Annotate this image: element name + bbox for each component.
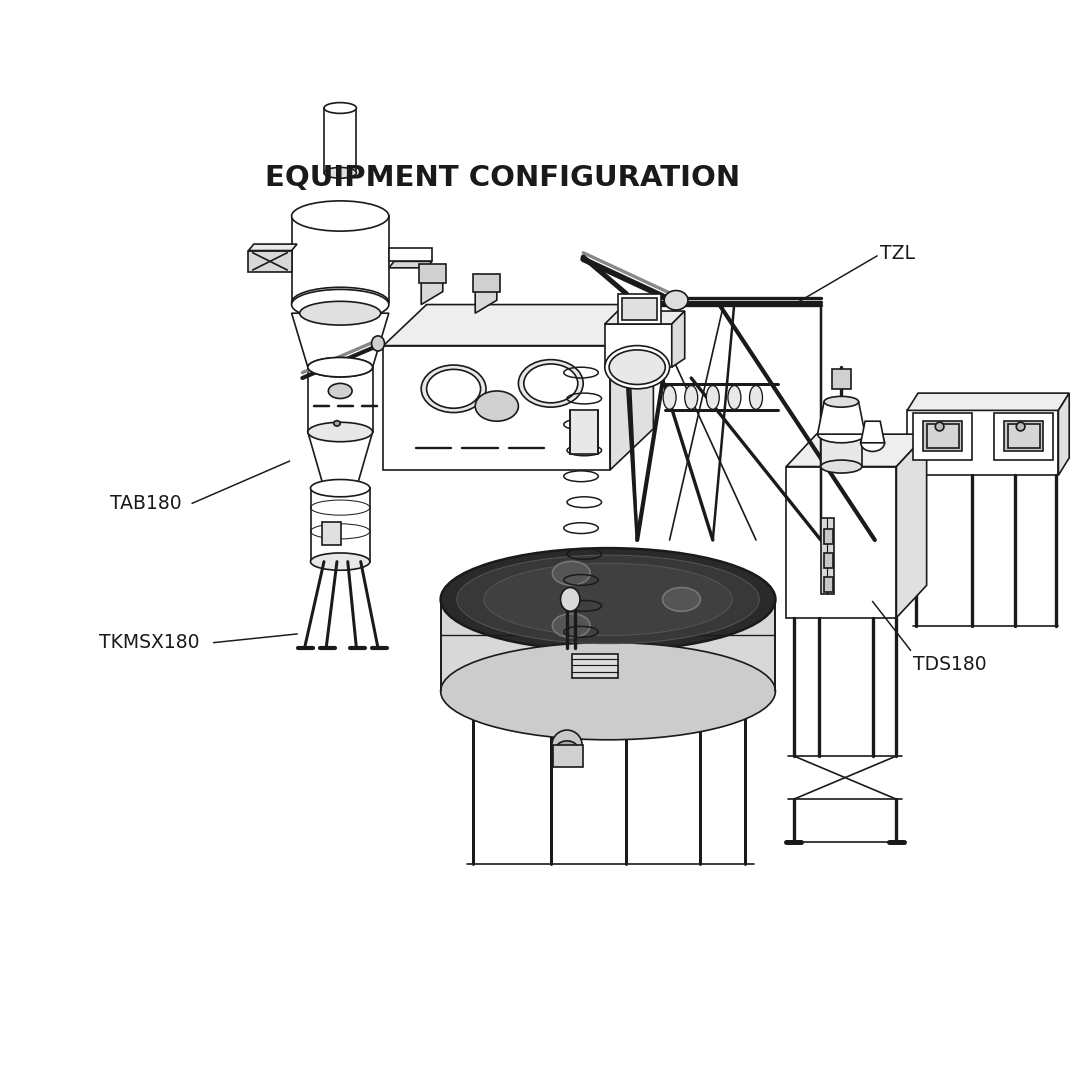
Bar bbox=[824, 553, 833, 568]
Ellipse shape bbox=[555, 741, 579, 760]
Ellipse shape bbox=[484, 564, 732, 635]
Ellipse shape bbox=[561, 588, 580, 611]
Polygon shape bbox=[248, 251, 292, 272]
Ellipse shape bbox=[441, 643, 775, 740]
Ellipse shape bbox=[552, 730, 582, 760]
Ellipse shape bbox=[821, 428, 862, 441]
Bar bbox=[821, 518, 834, 594]
Ellipse shape bbox=[824, 396, 859, 407]
Ellipse shape bbox=[706, 386, 719, 409]
Ellipse shape bbox=[818, 426, 865, 443]
Polygon shape bbox=[896, 434, 927, 618]
Ellipse shape bbox=[663, 386, 676, 409]
Ellipse shape bbox=[324, 483, 356, 494]
Ellipse shape bbox=[750, 386, 762, 409]
Ellipse shape bbox=[552, 562, 590, 585]
Ellipse shape bbox=[427, 369, 481, 408]
Polygon shape bbox=[907, 410, 1058, 475]
Ellipse shape bbox=[664, 291, 688, 310]
Ellipse shape bbox=[605, 346, 670, 389]
Polygon shape bbox=[610, 305, 653, 470]
Polygon shape bbox=[421, 270, 443, 305]
Ellipse shape bbox=[821, 460, 862, 473]
Polygon shape bbox=[605, 311, 685, 324]
Bar bbox=[324, 108, 356, 173]
Polygon shape bbox=[383, 305, 653, 346]
Ellipse shape bbox=[311, 480, 369, 497]
Ellipse shape bbox=[324, 167, 356, 178]
Bar bbox=[927, 424, 959, 448]
Bar bbox=[292, 216, 389, 302]
Bar bbox=[1008, 424, 1040, 448]
Bar bbox=[622, 298, 657, 320]
Ellipse shape bbox=[475, 391, 518, 421]
Text: TAB180: TAB180 bbox=[110, 494, 181, 513]
Ellipse shape bbox=[328, 383, 352, 399]
Bar bbox=[832, 369, 851, 389]
Polygon shape bbox=[389, 248, 432, 261]
Ellipse shape bbox=[300, 301, 380, 325]
Ellipse shape bbox=[609, 350, 665, 384]
Ellipse shape bbox=[334, 420, 340, 427]
Bar bbox=[419, 264, 446, 283]
Polygon shape bbox=[248, 244, 297, 251]
Ellipse shape bbox=[324, 103, 356, 113]
Ellipse shape bbox=[552, 613, 590, 637]
Bar bbox=[322, 522, 341, 545]
Bar bbox=[570, 410, 598, 454]
Ellipse shape bbox=[308, 357, 373, 377]
Polygon shape bbox=[308, 432, 373, 488]
Ellipse shape bbox=[292, 201, 389, 231]
Bar bbox=[618, 294, 661, 324]
Ellipse shape bbox=[372, 336, 384, 351]
Polygon shape bbox=[389, 261, 432, 268]
Ellipse shape bbox=[311, 553, 369, 570]
Bar bbox=[473, 274, 500, 292]
Bar bbox=[1004, 421, 1043, 451]
Ellipse shape bbox=[308, 422, 373, 442]
Ellipse shape bbox=[861, 434, 885, 451]
Ellipse shape bbox=[662, 588, 700, 611]
Bar bbox=[824, 577, 833, 592]
Bar bbox=[311, 488, 370, 562]
Bar bbox=[308, 367, 373, 432]
Text: TZL: TZL bbox=[880, 244, 915, 264]
Ellipse shape bbox=[524, 364, 578, 403]
Text: TKMSX180: TKMSX180 bbox=[99, 633, 200, 652]
Ellipse shape bbox=[292, 289, 389, 320]
Polygon shape bbox=[786, 434, 927, 467]
Polygon shape bbox=[861, 421, 885, 443]
Polygon shape bbox=[441, 605, 775, 691]
Text: EQUIPMENT CONFIGURATION: EQUIPMENT CONFIGURATION bbox=[265, 164, 740, 192]
Bar bbox=[572, 654, 618, 678]
Ellipse shape bbox=[685, 386, 698, 409]
Polygon shape bbox=[672, 311, 685, 367]
Ellipse shape bbox=[308, 357, 373, 377]
Polygon shape bbox=[1058, 393, 1069, 475]
Text: TDS180: TDS180 bbox=[913, 654, 986, 674]
Bar bbox=[923, 421, 962, 451]
Polygon shape bbox=[383, 346, 610, 470]
Polygon shape bbox=[605, 324, 672, 367]
Bar bbox=[824, 529, 833, 544]
Polygon shape bbox=[913, 413, 972, 460]
Ellipse shape bbox=[292, 287, 389, 318]
Ellipse shape bbox=[518, 360, 583, 407]
Ellipse shape bbox=[728, 386, 741, 409]
Ellipse shape bbox=[935, 422, 944, 431]
Ellipse shape bbox=[1016, 422, 1025, 431]
Ellipse shape bbox=[441, 549, 775, 650]
Polygon shape bbox=[786, 467, 896, 618]
Polygon shape bbox=[907, 393, 1069, 410]
Polygon shape bbox=[818, 402, 865, 434]
Bar bbox=[553, 745, 583, 767]
Polygon shape bbox=[292, 313, 389, 367]
Bar bbox=[821, 434, 862, 467]
Polygon shape bbox=[475, 279, 497, 313]
Polygon shape bbox=[994, 413, 1053, 460]
Ellipse shape bbox=[421, 365, 486, 413]
Ellipse shape bbox=[457, 555, 759, 644]
